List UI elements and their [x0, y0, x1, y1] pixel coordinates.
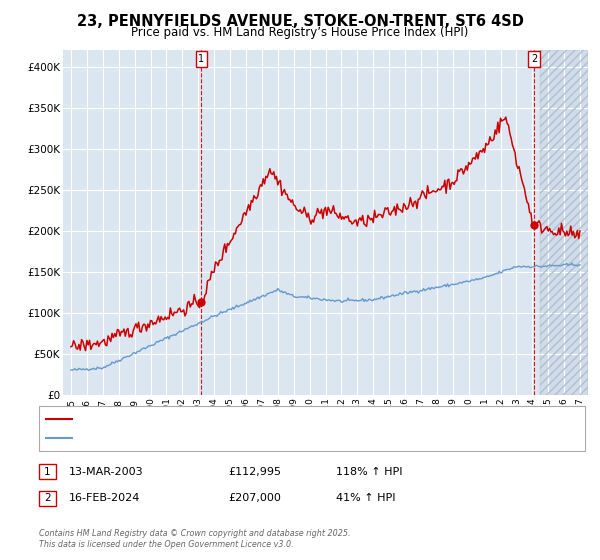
Text: £112,995: £112,995: [228, 466, 281, 477]
Text: 23, PENNYFIELDS AVENUE, STOKE-ON-TRENT, ST6 4SD: 23, PENNYFIELDS AVENUE, STOKE-ON-TRENT, …: [77, 14, 523, 29]
Text: 1: 1: [44, 466, 51, 477]
Text: 118% ↑ HPI: 118% ↑ HPI: [336, 466, 403, 477]
Text: £207,000: £207,000: [228, 493, 281, 503]
Text: 2: 2: [44, 493, 51, 503]
Text: 13-MAR-2003: 13-MAR-2003: [69, 466, 143, 477]
Text: Price paid vs. HM Land Registry’s House Price Index (HPI): Price paid vs. HM Land Registry’s House …: [131, 26, 469, 39]
Text: 16-FEB-2024: 16-FEB-2024: [69, 493, 140, 503]
Text: 23, PENNYFIELDS AVENUE, STOKE-ON-TRENT, ST6 4SD (semi-detached house): 23, PENNYFIELDS AVENUE, STOKE-ON-TRENT, …: [78, 414, 449, 423]
Text: 41% ↑ HPI: 41% ↑ HPI: [336, 493, 395, 503]
Text: 1: 1: [199, 54, 205, 64]
Text: Contains HM Land Registry data © Crown copyright and database right 2025.
This d: Contains HM Land Registry data © Crown c…: [39, 529, 350, 549]
Bar: [540, 50, 588, 395]
Text: HPI: Average price, semi-detached house, Stoke-on-Trent: HPI: Average price, semi-detached house,…: [78, 434, 348, 443]
Text: 2: 2: [531, 54, 538, 64]
